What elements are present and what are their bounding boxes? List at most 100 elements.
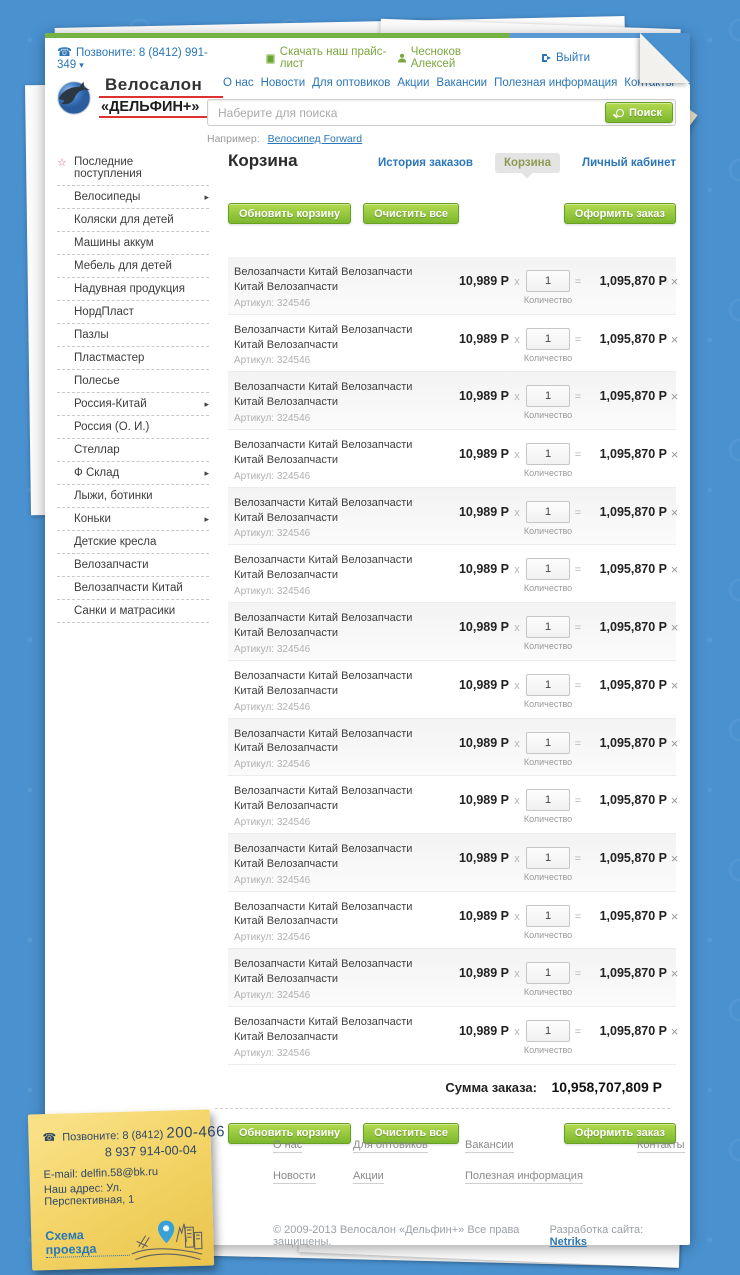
quantity-input[interactable] bbox=[526, 1019, 570, 1042]
download-pricelist-label: Скачать наш прайс-лист bbox=[279, 46, 387, 70]
clear-all-button[interactable]: Очистить все bbox=[363, 1122, 459, 1144]
remove-item-icon[interactable]: × bbox=[670, 389, 679, 405]
nav-link[interactable]: Новости bbox=[260, 77, 306, 89]
remove-item-icon[interactable]: × bbox=[670, 677, 679, 693]
update-cart-button[interactable]: Обновить корзину bbox=[228, 1122, 352, 1144]
sidebar-item[interactable]: Полесье bbox=[57, 370, 209, 393]
cart-item-title[interactable]: Велозапчасти Китай Велозапчасти Китай Ве… bbox=[234, 496, 413, 524]
footer-link[interactable]: Акции bbox=[353, 1170, 384, 1184]
quantity-input[interactable] bbox=[526, 616, 570, 639]
quantity-input[interactable] bbox=[526, 327, 570, 350]
sidebar-item[interactable]: Надувная продукция bbox=[57, 278, 209, 301]
sku-label: Артикул: bbox=[234, 643, 275, 655]
update-cart-button[interactable]: Обновить корзину bbox=[228, 203, 352, 224]
example-query-link[interactable]: Велосипед Forward bbox=[267, 133, 363, 145]
quantity-input[interactable] bbox=[526, 443, 570, 466]
sidebar-item[interactable]: Стеллар bbox=[57, 439, 209, 462]
sidebar-item[interactable]: Пластмастер bbox=[57, 347, 209, 370]
remove-item-icon[interactable]: × bbox=[670, 274, 679, 289]
nav-link[interactable]: Для оптовиков bbox=[312, 77, 391, 89]
footer-link[interactable]: Новости bbox=[273, 1170, 316, 1184]
cart-item-title[interactable]: Велозапчасти Китай Велозапчасти Китай Ве… bbox=[234, 727, 413, 755]
sidebar-item[interactable]: Велозапчасти bbox=[57, 554, 209, 577]
cart-item-title[interactable]: Велозапчасти Китай Велозапчасти Китай Ве… bbox=[234, 266, 413, 293]
remove-item-icon[interactable]: × bbox=[670, 735, 679, 751]
checkout-button[interactable]: Оформить заказ bbox=[563, 203, 676, 224]
quantity-input[interactable] bbox=[526, 673, 570, 696]
cart-item-price: 10,989 Р bbox=[458, 908, 509, 923]
cart-item-title[interactable]: Велозапчасти Китай Велозапчасти Китай Ве… bbox=[234, 554, 413, 582]
multiply-sign: x bbox=[514, 449, 520, 462]
nav-link[interactable]: Полезная информация bbox=[494, 77, 618, 89]
cart-item-title[interactable]: Велозапчасти Китай Велозапчасти Китай Ве… bbox=[234, 900, 413, 928]
footer-link[interactable]: Вакансии bbox=[465, 1139, 514, 1153]
remove-item-icon[interactable]: × bbox=[670, 850, 679, 866]
cart-item-title[interactable]: Велозапчасти Китай Велозапчасти Китай Ве… bbox=[234, 842, 413, 870]
sidebar-item[interactable]: Ф Склад ▸ bbox=[57, 462, 209, 485]
site-logo[interactable]: Велосалон «ДЕЛЬФИН+» bbox=[55, 75, 223, 119]
sidebar-item[interactable]: Велосипеды ▸ bbox=[57, 186, 209, 209]
remove-item-icon[interactable]: × bbox=[670, 504, 679, 520]
cart-item-title[interactable]: Велозапчасти Китай Велозапчасти Китай Ве… bbox=[234, 1015, 413, 1043]
quantity-input[interactable] bbox=[526, 962, 570, 985]
quantity-input[interactable] bbox=[526, 789, 570, 812]
cart-item-price: 10,989 Р bbox=[458, 793, 509, 808]
cart-item-title[interactable]: Велозапчасти Китай Велозапчасти Китай Ве… bbox=[234, 612, 413, 639]
footer-link[interactable]: Полезная информация bbox=[465, 1170, 583, 1184]
sidebar-item[interactable]: Велозапчасти Китай bbox=[57, 577, 209, 600]
quantity-input[interactable] bbox=[526, 904, 570, 927]
remove-item-icon[interactable]: × bbox=[670, 966, 679, 982]
nav-link[interactable]: Акции bbox=[397, 77, 430, 89]
tab-cart[interactable]: Корзина bbox=[494, 153, 560, 173]
remove-item-icon[interactable]: × bbox=[670, 331, 679, 347]
sidebar-item[interactable]: Санки и матрасики bbox=[57, 600, 209, 623]
footer-link[interactable]: Для оптовиков bbox=[353, 1139, 428, 1153]
remove-item-icon[interactable]: × bbox=[670, 620, 679, 636]
remove-item-icon[interactable]: × bbox=[670, 793, 679, 809]
quantity-input[interactable] bbox=[526, 846, 570, 869]
footer-link[interactable]: О нас bbox=[273, 1139, 303, 1153]
download-pricelist-link[interactable]: Скачать наш прайс-лист bbox=[265, 46, 398, 70]
footer-link[interactable]: Контакты bbox=[637, 1139, 685, 1153]
search-input[interactable] bbox=[207, 99, 676, 126]
route-map-link[interactable]: Схема проезда bbox=[45, 1226, 130, 1259]
cart-item-title[interactable]: Велозапчасти Китай Велозапчасти Китай Ве… bbox=[234, 669, 413, 697]
topbar-phone-link[interactable]: ☎ Позвоните: 8 (8412) 991-349 ▾ bbox=[57, 45, 218, 71]
quantity-input[interactable] bbox=[526, 558, 570, 581]
credit-link[interactable]: Netriks bbox=[549, 1236, 587, 1248]
remove-item-icon[interactable]: × bbox=[670, 562, 679, 578]
sidebar-item[interactable]: НордПласт bbox=[57, 301, 209, 324]
cart-item-title[interactable]: Велозапчасти Китай Велозапчасти Китай Ве… bbox=[234, 785, 413, 813]
sidebar-item[interactable]: Мебель для детей bbox=[57, 255, 209, 278]
nav-link[interactable]: О нас bbox=[223, 77, 254, 89]
remove-item-icon[interactable]: × bbox=[670, 908, 679, 924]
logout-link[interactable]: Выйти bbox=[541, 52, 590, 64]
sidebar-item[interactable]: Машины аккум bbox=[57, 232, 209, 255]
sidebar-item[interactable]: Детские кресла bbox=[57, 531, 209, 554]
tab-order-history[interactable]: История заказов bbox=[378, 157, 473, 169]
nav-link[interactable]: Вакансии bbox=[436, 77, 488, 89]
checkout-button[interactable]: Оформить заказ bbox=[563, 1122, 676, 1144]
quantity-input[interactable] bbox=[526, 270, 570, 292]
cart-item-title[interactable]: Велозапчасти Китай Велозапчасти Китай Ве… bbox=[234, 381, 413, 409]
quantity-input[interactable] bbox=[526, 500, 570, 523]
sidebar-item[interactable]: Коньки ▸ bbox=[57, 508, 209, 531]
sidebar-item[interactable]: Пазлы bbox=[57, 324, 209, 347]
clear-all-button[interactable]: Очистить все bbox=[363, 203, 459, 224]
sidebar-item[interactable]: Россия (О. И.) bbox=[57, 416, 209, 439]
sidebar-item[interactable]: Россия-Китай ▸ bbox=[57, 393, 209, 416]
remove-item-icon[interactable]: × bbox=[670, 1023, 679, 1039]
search-button[interactable]: Поиск bbox=[604, 102, 673, 123]
quantity-input[interactable] bbox=[526, 731, 570, 754]
tab-personal-account[interactable]: Личный кабинет bbox=[582, 157, 676, 169]
remove-item-icon[interactable]: × bbox=[670, 447, 679, 463]
sidebar-item[interactable]: Лыжи, ботинки bbox=[57, 485, 209, 508]
cart-item-title[interactable]: Велозапчасти Китай Велозапчасти Китай Ве… bbox=[234, 439, 413, 466]
note-bottom-row: Схема проезда bbox=[45, 1212, 204, 1268]
quantity-input[interactable] bbox=[526, 385, 570, 408]
cart-item-title[interactable]: Велозапчасти Китай Велозапчасти Китай Ве… bbox=[234, 958, 413, 986]
sidebar-item[interactable]: ☆ Последние поступления bbox=[57, 151, 209, 186]
cart-item-title[interactable]: Велозапчасти Китай Велозапчасти Китай Ве… bbox=[234, 323, 413, 351]
sidebar-item[interactable]: Коляски для детей bbox=[57, 209, 209, 232]
user-account-link[interactable]: Чесноков Алексей bbox=[397, 46, 499, 70]
